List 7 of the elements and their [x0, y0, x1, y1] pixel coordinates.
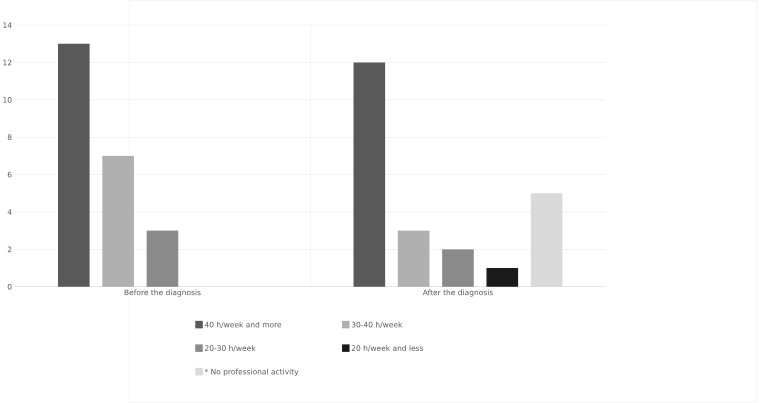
bar	[442, 249, 474, 287]
bar	[58, 44, 90, 287]
bar	[354, 62, 386, 287]
bar	[486, 268, 518, 287]
bar	[102, 156, 134, 287]
bar	[398, 230, 430, 287]
bar	[146, 230, 178, 287]
